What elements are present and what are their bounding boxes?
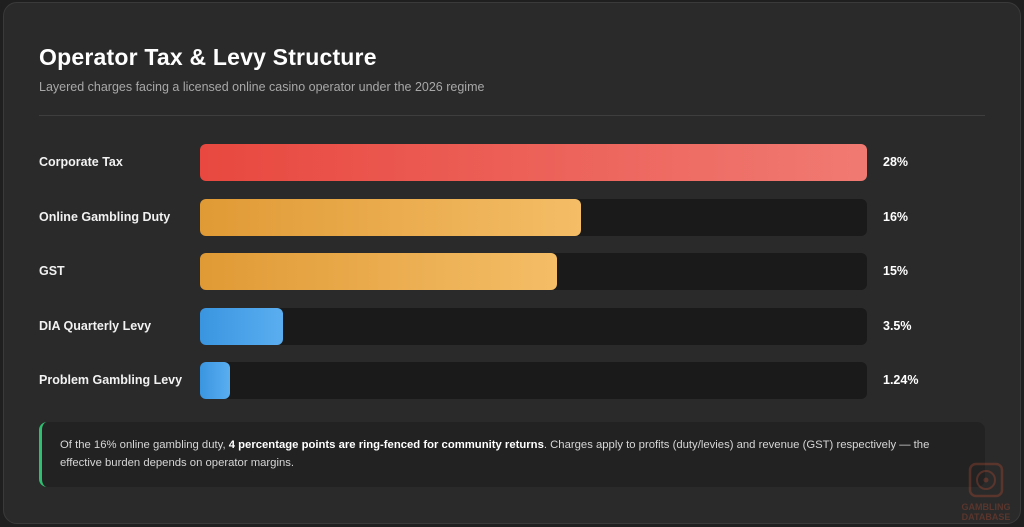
bar-track — [200, 362, 867, 400]
bar — [200, 198, 582, 236]
bar-value-label: 1.24% — [883, 373, 919, 388]
page-title: Operator Tax & Levy Structure — [39, 44, 377, 70]
bar-category-label: Online Gambling Duty — [39, 209, 171, 224]
bar-category-label: Problem Gambling Levy — [39, 373, 183, 388]
bar-value-label: 16% — [883, 209, 909, 224]
note-suffix: . Charges apply to profits (duty/levies)… — [60, 439, 930, 469]
bar-category-label: DIA Quarterly Levy — [39, 318, 152, 333]
bar — [200, 362, 230, 400]
bar — [200, 253, 558, 291]
bar-track — [200, 253, 867, 291]
bar-value-label: 15% — [883, 264, 909, 279]
bar-value-label: 3.5% — [883, 318, 912, 333]
bar — [200, 144, 867, 181]
divider — [39, 115, 985, 116]
watermark-logo: GAMBLING DATABASE — [953, 458, 1019, 524]
watermark-line1: GAMBLING — [961, 502, 1011, 512]
bar-track — [200, 198, 867, 236]
bar-category-label: Corporate Tax — [39, 155, 123, 169]
bar — [200, 307, 284, 345]
bar-track — [200, 307, 867, 345]
dice-logo-icon — [968, 462, 1004, 498]
note-highlight: 4 percentage points are ring-fenced for … — [228, 439, 544, 451]
bar-category-label: GST — [39, 264, 65, 279]
bar-value-label: 28% — [883, 155, 909, 169]
bar-track — [200, 144, 867, 181]
info-note: Of the 16% online gambling duty, 4 perce… — [39, 422, 985, 487]
note-prefix: Of the 16% online gambling duty, — [60, 439, 229, 451]
page-subtitle: Layered charges facing a licensed online… — [39, 80, 485, 94]
watermark-line2: DATABASE — [961, 512, 1011, 522]
